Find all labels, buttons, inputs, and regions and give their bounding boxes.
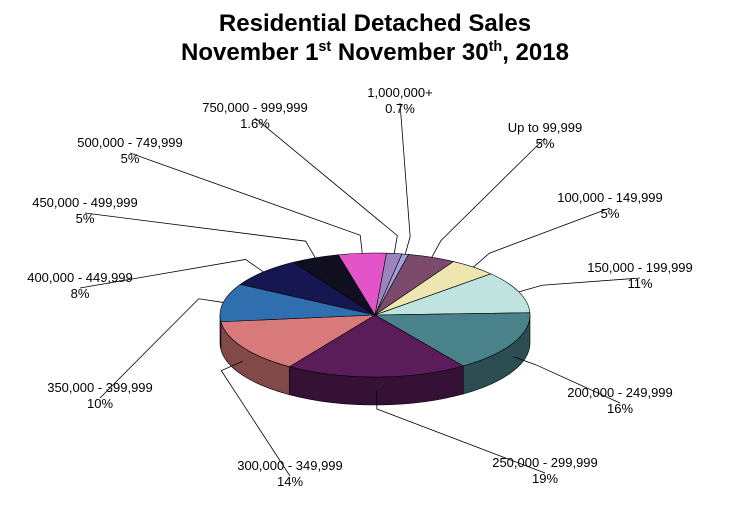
slice-label-range: 200,000 - 249,999 — [540, 385, 700, 401]
slice-label-pct: 0.7% — [320, 101, 480, 117]
slice-label: 300,000 - 349,99914% — [210, 458, 370, 489]
slice-label-range: 250,000 - 299,999 — [465, 455, 625, 471]
slice-label: 450,000 - 499,9995% — [5, 195, 165, 226]
slice-label-pct: 1.6% — [175, 116, 335, 132]
slice-label-range: 450,000 - 499,999 — [5, 195, 165, 211]
slice-label-pct: 5% — [530, 206, 690, 222]
slice-label: 350,000 - 399,99910% — [20, 380, 180, 411]
slice-label: 500,000 - 749,9995% — [50, 135, 210, 166]
slice-label-range: 400,000 - 449,999 — [0, 270, 160, 286]
slice-label: 150,000 - 199,99911% — [560, 260, 720, 291]
chart-container: Residential Detached Sales November 1st … — [0, 0, 750, 525]
slice-label-pct: 16% — [540, 401, 700, 417]
slice-label-range: 750,000 - 999,999 — [175, 100, 335, 116]
slice-label-pct: 19% — [465, 471, 625, 487]
slice-label-pct: 14% — [210, 474, 370, 490]
slice-label-range: 350,000 - 399,999 — [20, 380, 180, 396]
slice-label: 200,000 - 249,99916% — [540, 385, 700, 416]
slice-label-range: 500,000 - 749,999 — [50, 135, 210, 151]
slice-label-pct: 5% — [465, 136, 625, 152]
slice-label-range: Up to 99,999 — [465, 120, 625, 136]
slice-label-pct: 5% — [50, 151, 210, 167]
slice-label-pct: 5% — [5, 211, 165, 227]
slice-label-range: 300,000 - 349,999 — [210, 458, 370, 474]
slice-label-pct: 8% — [0, 286, 160, 302]
slice-label: 100,000 - 149,9995% — [530, 190, 690, 221]
slice-label-pct: 11% — [560, 276, 720, 292]
slice-label: 400,000 - 449,9998% — [0, 270, 160, 301]
slice-label: Up to 99,9995% — [465, 120, 625, 151]
slice-label: 750,000 - 999,9991.6% — [175, 100, 335, 131]
slice-label: 250,000 - 299,99919% — [465, 455, 625, 486]
slice-label-pct: 10% — [20, 396, 180, 412]
slice-label-range: 150,000 - 199,999 — [560, 260, 720, 276]
slice-label: 1,000,000+0.7% — [320, 85, 480, 116]
slice-label-range: 1,000,000+ — [320, 85, 480, 101]
slice-label-range: 100,000 - 149,999 — [530, 190, 690, 206]
